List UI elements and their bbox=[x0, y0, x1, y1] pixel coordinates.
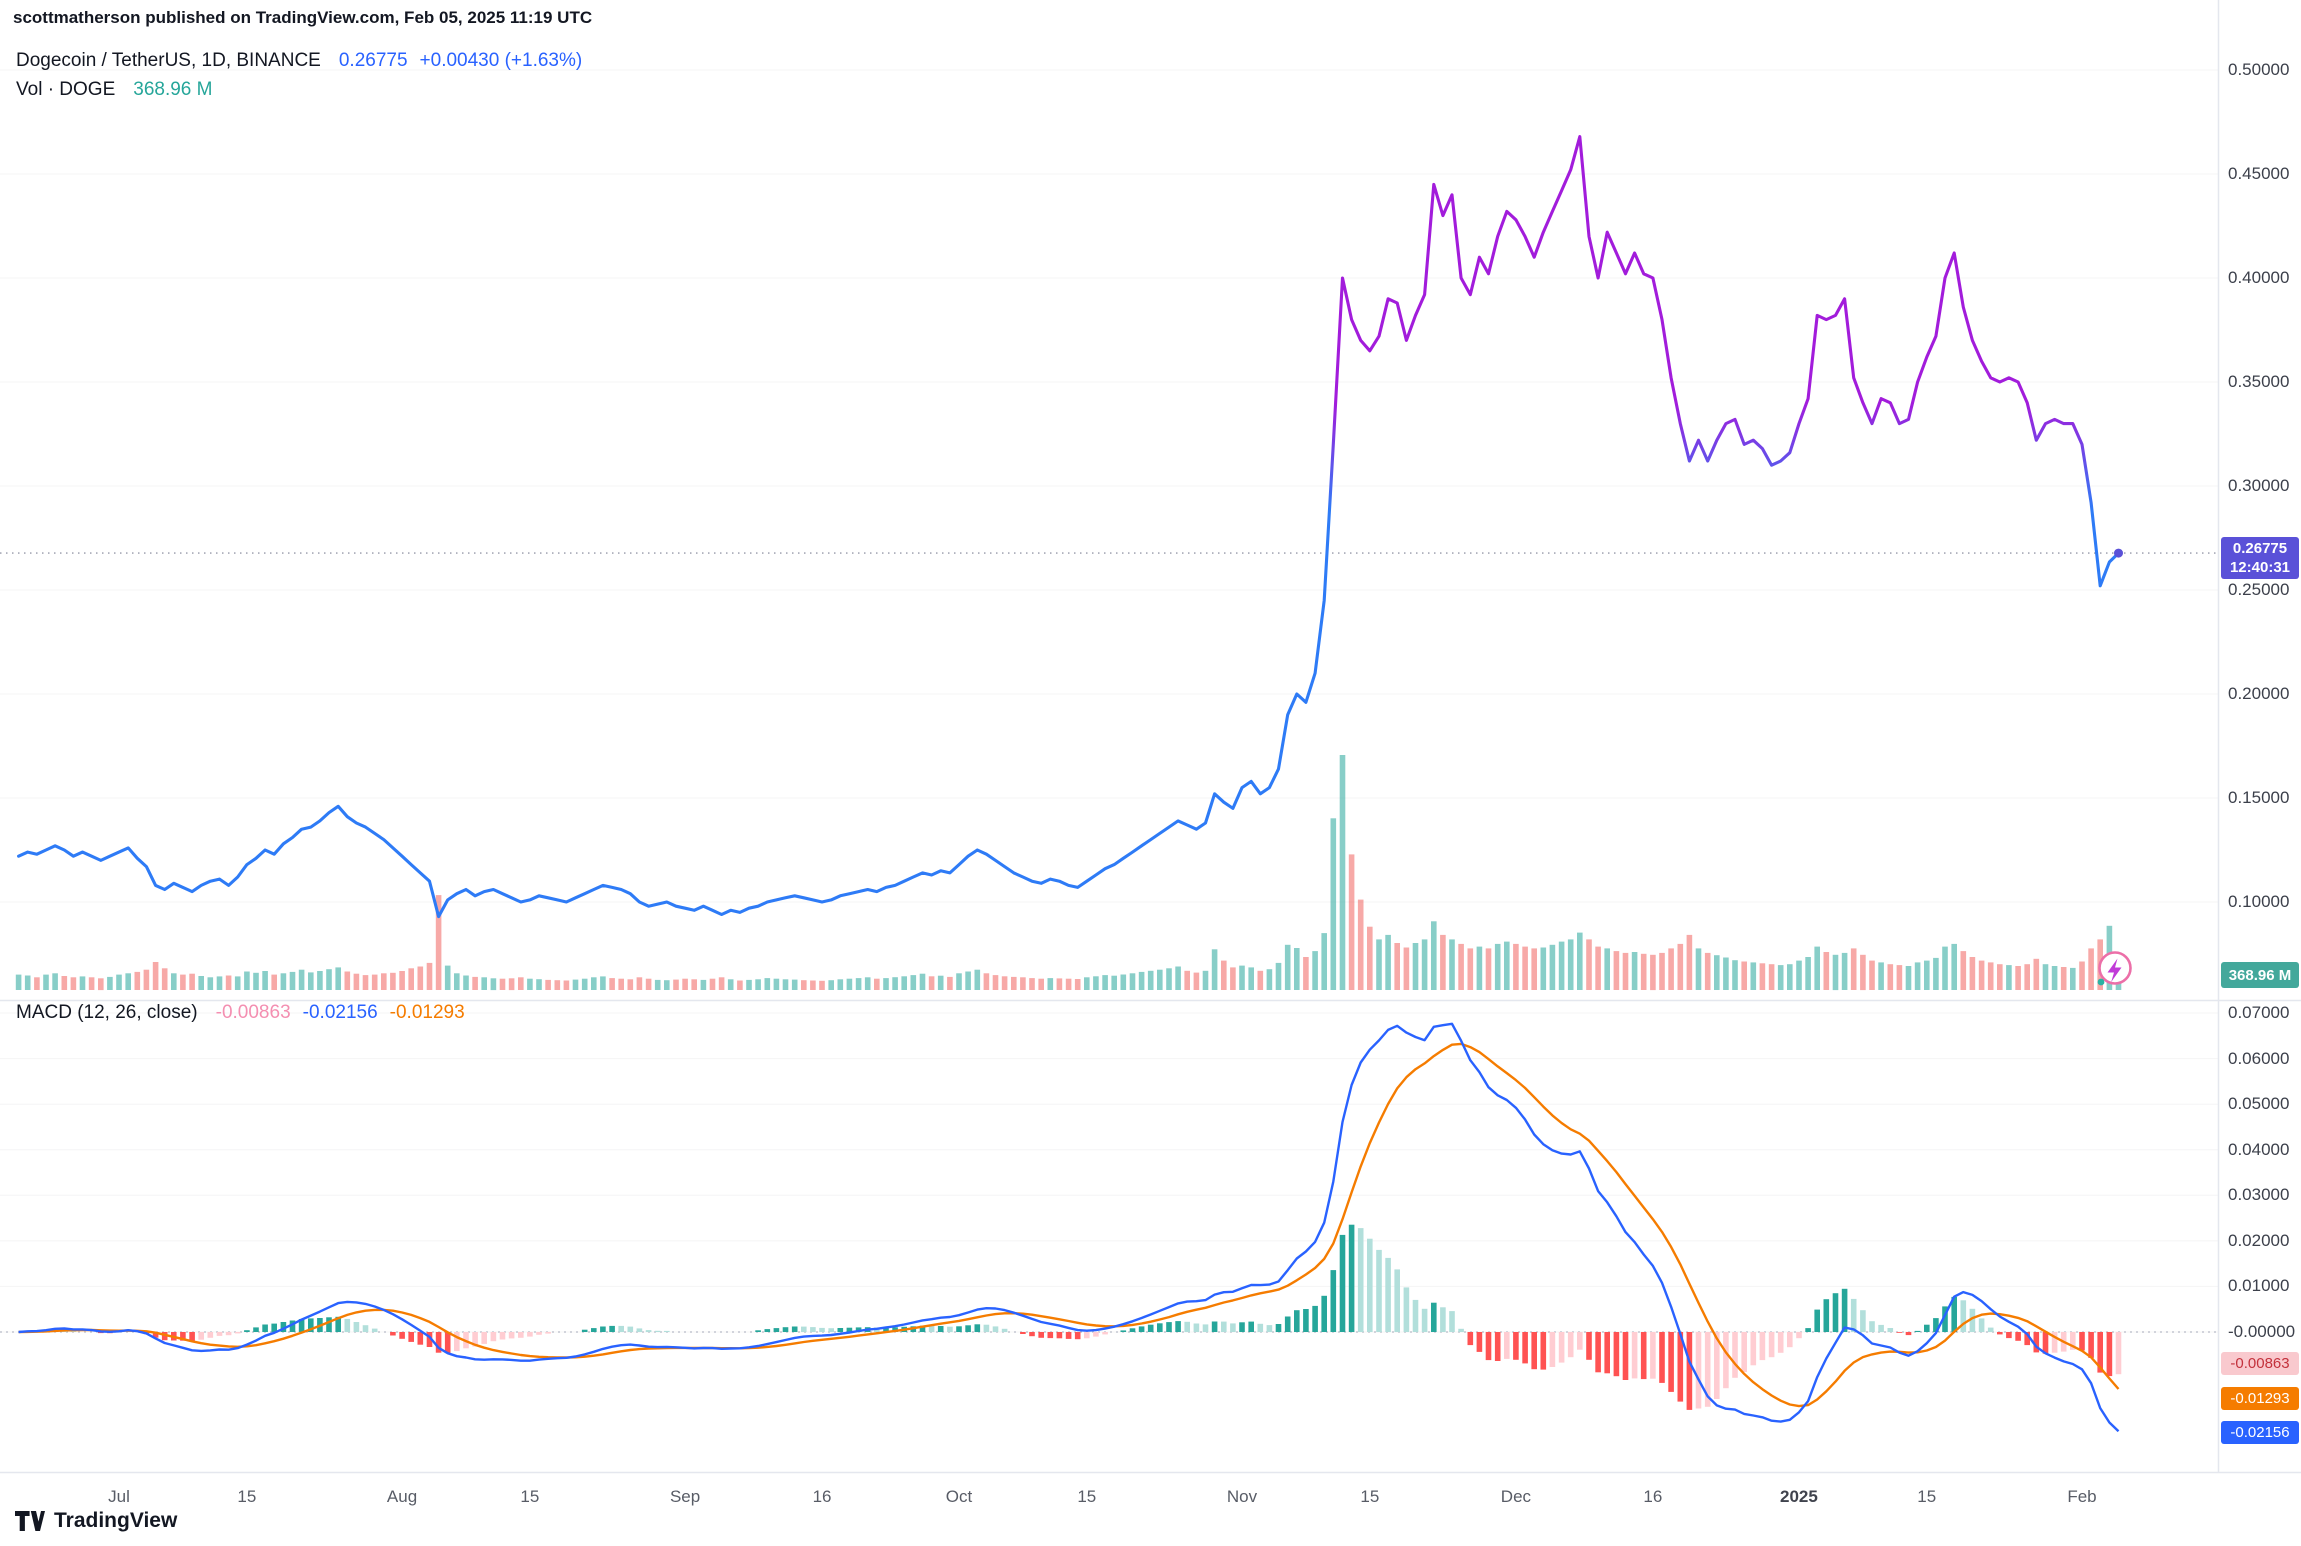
tradingview-mark-icon bbox=[15, 1511, 45, 1531]
macd-histogram-badge: -0.00863 bbox=[2221, 1352, 2299, 1375]
symbol-title[interactable]: Dogecoin / TetherUS, 1D, BINANCE bbox=[16, 50, 321, 71]
price-axis-label[interactable]: 0.25000 bbox=[2228, 580, 2290, 599]
time-axis-label[interactable]: Jul bbox=[108, 1487, 130, 1506]
tradingview-wordmark: TradingView bbox=[54, 1508, 178, 1532]
time-axis-label[interactable]: Dec bbox=[1500, 1487, 1532, 1506]
macd-line-value: -0.02156 bbox=[302, 1002, 378, 1023]
macd-axis-label[interactable]: 0.03000 bbox=[2228, 1185, 2290, 1205]
time-axis-label[interactable]: 15 bbox=[1077, 1487, 1097, 1506]
price-axis-label[interactable]: 0.35000 bbox=[2228, 372, 2290, 391]
time-axis-label[interactable]: 15 bbox=[1360, 1487, 1380, 1506]
macd-axis-label[interactable]: 0.07000 bbox=[2228, 1003, 2290, 1022]
macd-legend-row[interactable]: MACD (12, 26, close) -0.00863 -0.02156 -… bbox=[16, 1002, 465, 1024]
time-axis-label[interactable]: Nov bbox=[1226, 1487, 1258, 1506]
price-axis-label[interactable]: 0.40000 bbox=[2228, 268, 2290, 287]
lightning-bolt-icon bbox=[2107, 958, 2122, 982]
macd-axis-label[interactable]: -0.00000 bbox=[2228, 1322, 2296, 1341]
time-axis-label[interactable]: Oct bbox=[945, 1487, 973, 1506]
price-change-value: +0.00430 (+1.63%) bbox=[419, 50, 583, 71]
bar-close-countdown: 12:40:31 bbox=[2229, 559, 2291, 576]
macd-signal-value: -0.01293 bbox=[389, 1002, 465, 1023]
macd-histogram-value: -0.00863 bbox=[215, 1002, 291, 1023]
volume-axis-badge: 368.96 M bbox=[2221, 962, 2299, 988]
macd-axis-label[interactable]: 0.02000 bbox=[2228, 1230, 2290, 1250]
volume-study-label[interactable]: Vol · DOGE bbox=[16, 79, 116, 100]
time-axis-label[interactable]: 2025 bbox=[1780, 1487, 1818, 1506]
price-axis-label[interactable]: 0.45000 bbox=[2228, 164, 2290, 183]
time-axis-label[interactable]: 16 bbox=[1643, 1487, 1663, 1506]
time-axis-label[interactable]: 16 bbox=[812, 1487, 832, 1506]
price-axis-label[interactable]: 0.30000 bbox=[2228, 476, 2290, 495]
current-price-badge: 0.26775 12:40:31 bbox=[2221, 537, 2299, 579]
time-axis-label[interactable]: 15 bbox=[1917, 1487, 1937, 1506]
flash-icon[interactable] bbox=[2090, 946, 2138, 994]
time-axis-label[interactable]: Feb bbox=[2067, 1487, 2097, 1506]
time-axis-label[interactable]: Sep bbox=[669, 1487, 701, 1506]
time-axis-label[interactable]: 15 bbox=[520, 1487, 540, 1506]
symbol-legend-row[interactable]: Dogecoin / TetherUS, 1D, BINANCE 0.26775… bbox=[16, 50, 582, 72]
macd-axis-label[interactable]: 0.04000 bbox=[2228, 1139, 2290, 1159]
volume-value: 368.96 M bbox=[133, 79, 213, 100]
price-axis-label[interactable]: 0.10000 bbox=[2228, 892, 2290, 911]
current-price-text: 0.26775 bbox=[2232, 540, 2288, 557]
macd-axis-label[interactable]: 0.01000 bbox=[2228, 1276, 2290, 1296]
macd-axis-label[interactable]: 0.05000 bbox=[2228, 1094, 2290, 1114]
macd-line-badge: -0.02156 bbox=[2221, 1421, 2299, 1444]
time-axis-label[interactable]: 15 bbox=[237, 1487, 257, 1506]
tradingview-logo[interactable]: TradingView bbox=[14, 1508, 177, 1533]
publish-header: scottmatherson published on TradingView.… bbox=[13, 8, 593, 27]
macd-study-label[interactable]: MACD (12, 26, close) bbox=[16, 1002, 198, 1023]
price-axis-label[interactable]: 0.50000 bbox=[2228, 60, 2290, 79]
last-price-value: 0.26775 bbox=[338, 50, 408, 71]
macd-signal-badge: -0.01293 bbox=[2221, 1387, 2299, 1410]
volume-legend-row[interactable]: Vol · DOGE 368.96 M bbox=[16, 79, 212, 101]
price-axis-label[interactable]: 0.20000 bbox=[2228, 684, 2290, 703]
price-axis-label[interactable]: 0.15000 bbox=[2228, 788, 2290, 807]
macd-axis-label[interactable]: 0.06000 bbox=[2228, 1048, 2290, 1068]
time-axis-label[interactable]: Aug bbox=[386, 1487, 418, 1506]
